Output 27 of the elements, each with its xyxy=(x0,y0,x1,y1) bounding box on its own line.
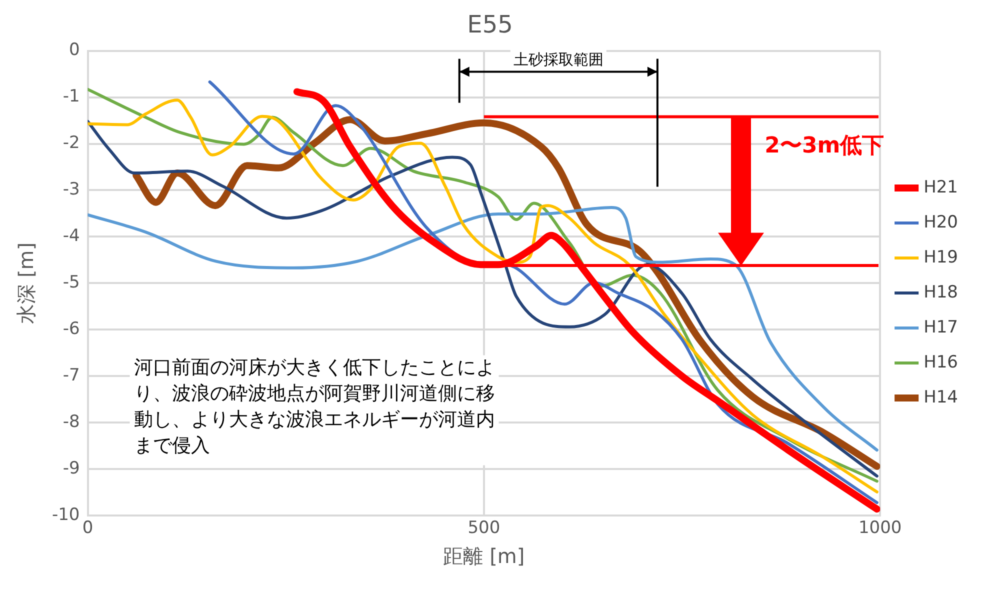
legend-label: H18 xyxy=(924,282,958,302)
y-tick-label: -6 xyxy=(62,319,80,340)
legend-label: H14 xyxy=(924,387,958,408)
x-tick-label: 0 xyxy=(82,518,94,538)
y-tick-label: 0 xyxy=(68,40,80,60)
y-axis-title: 水深 [m] xyxy=(14,242,38,324)
x-axis-title: 距離 [m] xyxy=(443,544,525,568)
legend-label: H20 xyxy=(924,212,958,232)
y-tick-label: -8 xyxy=(62,412,80,432)
legend-label: H21 xyxy=(924,177,958,198)
y-tick-label: -4 xyxy=(62,226,80,246)
legend-label: H19 xyxy=(924,247,958,268)
annotation: 2〜3m低下 xyxy=(764,134,884,159)
legend-label: H16 xyxy=(924,352,958,372)
y-tick-label: -7 xyxy=(62,366,80,386)
x-tick-label: 500 xyxy=(468,518,500,538)
y-tick-label: -9 xyxy=(62,458,80,479)
y-tick-label: -2 xyxy=(62,133,80,154)
annotation: 河口前面の河床が大きく低下したことにより、波浪の砕波地点が阿賀野川河道側に移動し、より大きな波浪エネルギーが河道内まで侵入 xyxy=(134,356,495,457)
chart-title: E55 xyxy=(467,10,513,39)
x-tick-label: 1000 xyxy=(858,518,902,538)
y-tick-label: -10 xyxy=(52,505,80,526)
y-tick-label: -5 xyxy=(62,272,80,293)
y-tick-label: -1 xyxy=(62,86,80,107)
y-tick-label: -3 xyxy=(62,180,80,200)
legend-label: H17 xyxy=(924,317,958,338)
annotation: 土砂採取範囲 xyxy=(513,50,604,69)
